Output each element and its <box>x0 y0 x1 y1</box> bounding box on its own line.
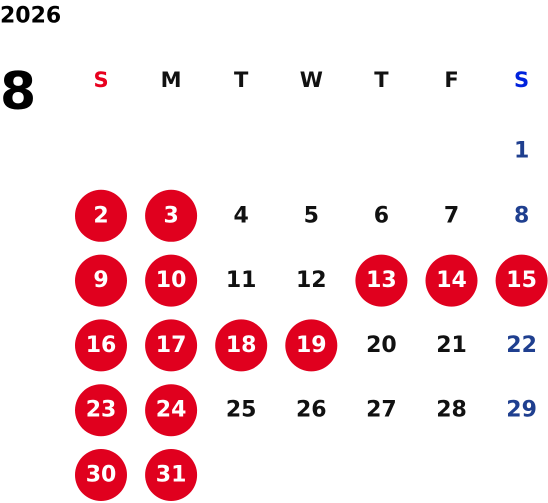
highlight-circle <box>425 254 478 307</box>
weekday-label: T <box>374 68 389 92</box>
day-number: 19 <box>296 333 327 358</box>
day-number: 22 <box>506 333 537 358</box>
highlight-circle <box>75 189 127 242</box>
highlight-circle <box>145 449 198 501</box>
weekday-label: S <box>93 68 108 92</box>
day-number: 23 <box>86 398 117 423</box>
highlight-circle <box>215 319 268 372</box>
day-number: 2 <box>93 203 108 228</box>
day-number: 25 <box>226 398 257 423</box>
highlight-circle <box>145 384 198 437</box>
day-number: 16 <box>86 333 117 358</box>
highlight-circle <box>285 319 338 372</box>
day-number: 29 <box>506 398 537 423</box>
day-number: 24 <box>156 398 187 423</box>
day-number: 14 <box>436 268 467 293</box>
day-number: 26 <box>296 398 327 423</box>
highlight-circle <box>495 254 548 307</box>
highlight-circle <box>355 254 408 307</box>
day-number: 11 <box>226 268 257 293</box>
day-number: 28 <box>436 398 467 423</box>
day-number: 6 <box>374 203 389 228</box>
weekday-label: T <box>234 68 249 92</box>
highlight-circle <box>145 254 198 307</box>
day-number: 31 <box>156 463 187 488</box>
day-number: 9 <box>93 268 108 293</box>
month: 8 <box>0 62 36 122</box>
day-number: 7 <box>444 203 459 228</box>
day-number: 21 <box>436 333 467 358</box>
weekday-label: S <box>514 68 529 92</box>
day-number: 12 <box>296 268 327 293</box>
day-number: 3 <box>163 203 178 228</box>
day-number: 13 <box>366 268 397 293</box>
day-number: 18 <box>226 333 257 358</box>
day-number: 1 <box>514 139 529 164</box>
highlight-circle <box>75 384 127 437</box>
day-number: 10 <box>156 268 187 293</box>
weekday-label: W <box>300 68 323 92</box>
day-number: 15 <box>506 268 537 293</box>
day-number: 4 <box>234 203 249 228</box>
day-number: 8 <box>514 203 529 228</box>
weekday-label: M <box>161 68 182 92</box>
highlight-circle <box>75 319 127 372</box>
weekday-label: F <box>444 68 458 92</box>
day-number: 5 <box>304 203 319 228</box>
year: 2026 <box>0 4 61 29</box>
highlight-circle <box>145 319 198 372</box>
highlight-circle <box>75 449 127 501</box>
day-number: 30 <box>86 463 117 488</box>
day-number: 20 <box>366 333 397 358</box>
highlight-circle <box>75 254 127 307</box>
day-number: 27 <box>366 398 397 423</box>
day-number: 17 <box>156 333 187 358</box>
highlight-circle <box>145 189 198 242</box>
